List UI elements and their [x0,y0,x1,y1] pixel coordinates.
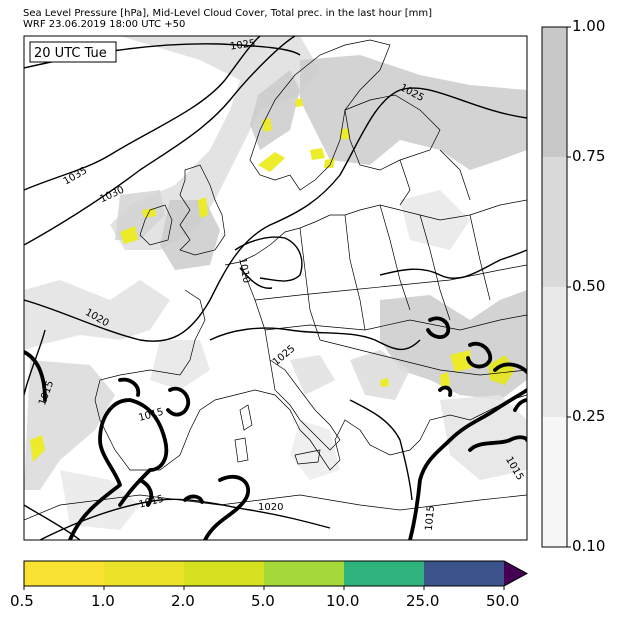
precipitation-layer [30,98,515,462]
map-title-line-2: WRF 23.06.2019 18:00 UTC +50 [23,19,186,30]
isobar-label: 1015 [424,505,437,531]
map-title-line-1: Sea Level Pressure [hPa], Mid-Level Clou… [23,8,433,19]
precip-colorbar-frame [23,560,529,587]
cloud-colorbar-tick: 0.25 [572,407,606,425]
precip-colorbar-tick: 5.0 [251,592,275,610]
time-label: 20 UTC Tue [34,46,107,61]
isobar-label: 1020 [258,502,283,513]
precip-colorbar-tick: 2.0 [171,592,195,610]
precip-colorbar-tick: 1.0 [91,592,115,610]
cloud-colorbar-segment [542,157,567,287]
cloud-colorbar-tick: 0.50 [572,277,606,295]
precip-colorbar [23,560,529,590]
cloud-cover-layer [24,36,527,530]
cloud-colorbar-segment [542,287,567,417]
precip-colorbar-segment [184,561,264,586]
cloud-colorbar-segment [542,417,567,547]
cloud-colorbar-tick: 0.10 [572,537,606,555]
precip-colorbar-tick: 25.0 [406,592,440,610]
time-label-box [29,41,117,63]
cloud-colorbar [541,26,571,548]
precip-colorbar-tick: 10.0 [326,592,360,610]
precip-colorbar-tick: 50.0 [486,592,520,610]
precip-colorbar-segment [344,561,424,586]
precip-colorbar-segment [24,561,104,586]
precip-colorbar-extend-arrow [504,561,527,586]
cloud-colorbar-tick: 1.00 [572,17,606,35]
precip-colorbar-segment [424,561,504,586]
isobar-label: 1025 [229,38,256,52]
cloud-colorbar-tick: 0.75 [572,147,606,165]
precip-colorbar-segment [104,561,184,586]
country-borders [24,39,527,521]
precip-colorbar-tick: 0.5 [10,592,34,610]
precip-colorbar-segment [264,561,344,586]
isobar-label: 1010 [236,257,251,284]
map-frame [23,35,528,541]
cloud-colorbar-segment [542,27,567,157]
